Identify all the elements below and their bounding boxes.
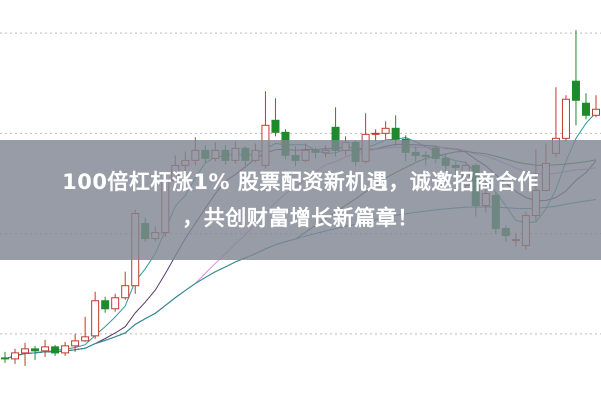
candle-body xyxy=(111,297,120,310)
candle-body xyxy=(91,300,100,337)
candle-body xyxy=(101,300,110,310)
candle-body xyxy=(571,80,580,101)
candle-body xyxy=(81,336,90,342)
candle-body xyxy=(71,340,80,347)
headline-line-2: ，共创财富增长新篇章！ xyxy=(182,206,419,230)
candle-body xyxy=(31,348,40,352)
candle-body xyxy=(391,127,400,140)
candle-body xyxy=(11,352,20,360)
candle-body xyxy=(41,346,50,352)
headline-banner: 100倍杠杆涨1% 股票配资新机遇，诚邀招商合作 ，共创财富增长新篇章！ xyxy=(0,140,601,260)
candle-body xyxy=(51,346,60,354)
candle-body xyxy=(371,132,380,135)
candle-body xyxy=(561,98,570,139)
candle-body xyxy=(581,102,590,116)
candle-body xyxy=(21,348,30,354)
headline-line-1: 100倍杠杆涨1% 股票配资新机遇，诚邀招商合作 xyxy=(62,170,539,194)
candle-body xyxy=(121,285,130,299)
candle-body xyxy=(592,108,600,116)
candle-body xyxy=(1,357,9,360)
candle-body xyxy=(271,119,280,133)
candle-body xyxy=(61,345,70,354)
candle-body xyxy=(381,127,390,134)
